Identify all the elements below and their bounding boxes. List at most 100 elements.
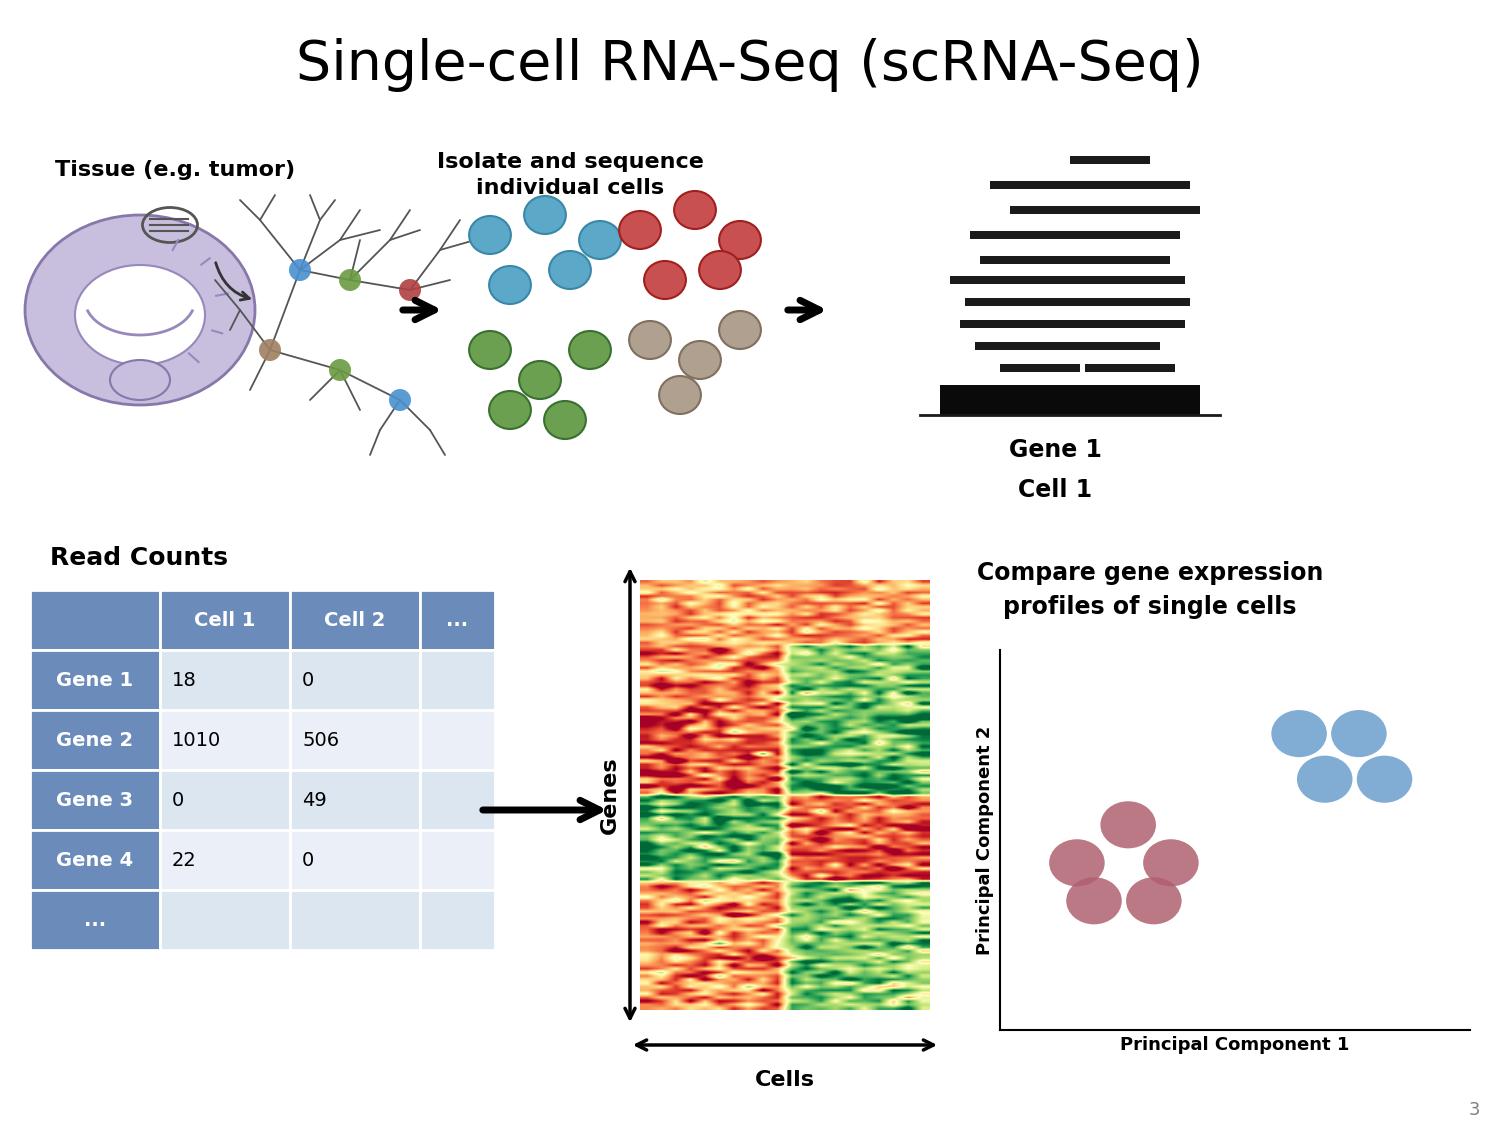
Bar (964, 298, 1060, 306)
Text: 49: 49 (302, 791, 327, 810)
Bar (30, 650, 160, 710)
Bar (1110, 319, 1185, 328)
Text: 0: 0 (302, 670, 315, 690)
Text: 18: 18 (172, 670, 196, 690)
Ellipse shape (1143, 839, 1198, 886)
Bar (420, 710, 495, 770)
Ellipse shape (628, 321, 670, 359)
Bar (420, 890, 495, 949)
Ellipse shape (470, 216, 512, 254)
Ellipse shape (549, 251, 591, 289)
Ellipse shape (260, 339, 280, 361)
X-axis label: Principal Component 1: Principal Component 1 (1120, 1035, 1350, 1053)
Text: 0: 0 (302, 850, 315, 870)
Bar (1040, 231, 1130, 238)
Bar (1084, 364, 1174, 372)
Ellipse shape (489, 392, 531, 429)
Bar (420, 650, 495, 710)
Text: ...: ... (447, 611, 468, 630)
Text: Gene 3: Gene 3 (57, 791, 134, 810)
Bar (30, 770, 160, 830)
Bar (160, 710, 290, 770)
Bar (160, 650, 290, 710)
Ellipse shape (1358, 756, 1413, 803)
Bar (290, 830, 420, 890)
Text: Tissue (e.g. tumor): Tissue (e.g. tumor) (56, 160, 296, 180)
Ellipse shape (644, 261, 686, 299)
Ellipse shape (620, 212, 662, 249)
Ellipse shape (290, 259, 310, 281)
Ellipse shape (1126, 878, 1182, 925)
Bar (1000, 364, 1080, 372)
Bar (1060, 298, 1166, 306)
Bar (30, 830, 160, 890)
Bar (1070, 156, 1150, 164)
Ellipse shape (544, 400, 586, 439)
Bar (160, 770, 290, 830)
Text: Cell 2: Cell 2 (324, 611, 386, 630)
Bar (30, 590, 160, 650)
Bar (420, 830, 495, 890)
Text: Genes: Genes (600, 756, 619, 834)
Bar (1035, 319, 1144, 328)
Bar (1010, 206, 1110, 214)
Ellipse shape (718, 220, 760, 259)
Bar (160, 590, 290, 650)
Y-axis label: Principal Component 2: Principal Component 2 (976, 726, 994, 955)
Ellipse shape (1101, 801, 1156, 848)
Ellipse shape (568, 331, 610, 369)
Ellipse shape (579, 220, 621, 259)
Ellipse shape (110, 360, 170, 400)
Bar (1070, 256, 1170, 264)
Bar (975, 342, 1065, 350)
Ellipse shape (718, 310, 760, 349)
Ellipse shape (470, 331, 512, 369)
Bar (290, 590, 420, 650)
Text: Cell 1: Cell 1 (195, 611, 255, 630)
Bar (1065, 342, 1160, 350)
Ellipse shape (674, 191, 716, 229)
Ellipse shape (489, 266, 531, 304)
Bar (980, 256, 1090, 264)
Bar (1110, 231, 1180, 238)
Bar (940, 385, 1200, 415)
Ellipse shape (1066, 878, 1122, 925)
Text: Read Counts: Read Counts (50, 546, 228, 570)
Ellipse shape (519, 361, 561, 399)
Ellipse shape (75, 266, 206, 364)
Bar (420, 770, 495, 830)
Text: 0: 0 (172, 791, 184, 810)
Bar (290, 770, 420, 830)
Text: 506: 506 (302, 730, 339, 749)
Bar (1106, 276, 1185, 284)
Ellipse shape (658, 376, 700, 414)
Text: Gene 1: Gene 1 (1008, 438, 1101, 462)
Bar (1030, 276, 1130, 284)
Bar (420, 590, 495, 650)
Text: 3: 3 (1468, 1101, 1480, 1119)
Bar (290, 890, 420, 949)
Text: ...: ... (84, 910, 106, 929)
Ellipse shape (339, 269, 362, 291)
Bar (30, 890, 160, 949)
Ellipse shape (328, 359, 351, 381)
Bar (1130, 298, 1190, 306)
Text: 22: 22 (172, 850, 196, 870)
Text: Gene 4: Gene 4 (57, 850, 134, 870)
Ellipse shape (680, 341, 722, 379)
Text: Gene 1: Gene 1 (57, 670, 134, 690)
Text: Cell 1: Cell 1 (1019, 478, 1092, 502)
Bar (960, 319, 1040, 328)
Bar (1090, 206, 1200, 214)
Bar (30, 710, 160, 770)
Ellipse shape (388, 389, 411, 411)
Ellipse shape (1272, 710, 1328, 757)
Bar (990, 181, 1110, 189)
Text: Single-cell RNA-Seq (scRNA-Seq): Single-cell RNA-Seq (scRNA-Seq) (296, 38, 1204, 92)
Text: 1010: 1010 (172, 730, 222, 749)
Ellipse shape (1048, 839, 1104, 886)
Bar (1100, 181, 1190, 189)
Text: Compare gene expression
profiles of single cells: Compare gene expression profiles of sing… (976, 561, 1323, 619)
Text: Cells: Cells (754, 1070, 814, 1090)
Text: Gene 2: Gene 2 (57, 730, 134, 749)
